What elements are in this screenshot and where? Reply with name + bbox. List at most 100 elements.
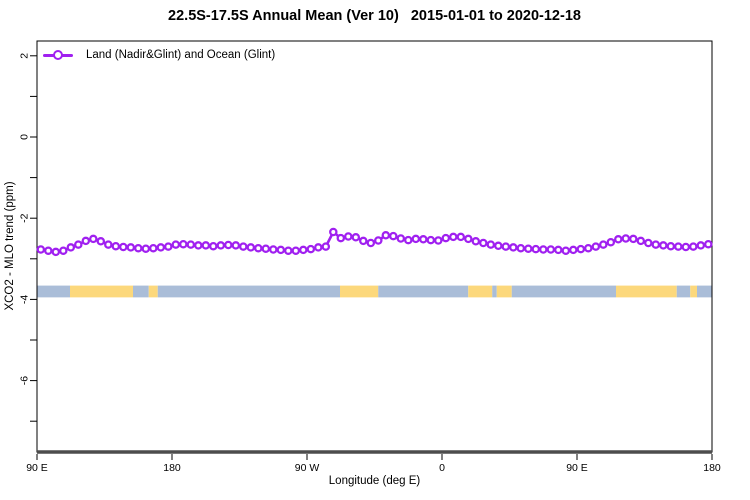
x-tick-label: 90 W (295, 462, 320, 474)
data-point (471, 237, 481, 246)
y-tick-label: -4 (19, 295, 31, 304)
data-point (614, 235, 623, 244)
x-axis-title: Longitude (deg E) (328, 475, 421, 487)
x-tick-label: 90 E (26, 462, 48, 474)
data-point (104, 240, 113, 249)
surface-band-segment-ocean (37, 285, 70, 298)
data-point (269, 245, 278, 254)
data-point (509, 243, 518, 252)
y-tick-label: -2 (19, 213, 31, 222)
data-point (239, 242, 248, 251)
data-point (224, 240, 233, 250)
data-point (389, 231, 398, 241)
data-point (119, 242, 128, 252)
data-point (44, 246, 53, 255)
surface-band-segment-ocean (697, 285, 712, 298)
data-point (351, 233, 361, 242)
data-point (419, 235, 428, 244)
data-point (216, 241, 226, 250)
data-point (209, 241, 218, 251)
x-tick-label: 180 (703, 462, 721, 474)
data-point (314, 243, 323, 252)
data-point (531, 244, 541, 254)
data-point (149, 243, 158, 253)
surface-band-segment-land (616, 285, 677, 298)
data-point (659, 241, 668, 250)
data-point (524, 244, 533, 253)
data-point (396, 234, 406, 243)
data-point (336, 233, 346, 243)
surface-band-segment-ocean (157, 285, 340, 298)
surface-band-segment-ocean (511, 285, 616, 298)
data-point (554, 245, 563, 255)
data-point (134, 243, 143, 253)
data-point (644, 238, 653, 248)
data-point (441, 233, 451, 243)
x-tick-label: 180 (163, 462, 181, 474)
data-point (366, 238, 376, 248)
surface-band-segment-ocean (676, 285, 691, 298)
data-point (246, 243, 256, 252)
data-point (179, 239, 188, 249)
y-tick-label: 0 (19, 134, 31, 140)
data-point (36, 245, 46, 254)
data-point (456, 232, 466, 242)
data-point (576, 244, 586, 254)
data-point (306, 244, 316, 254)
data-point (599, 240, 608, 249)
y-tick-label: 2 (19, 53, 31, 59)
data-point (74, 240, 83, 249)
legend: Land (Nadir&Glint) and Ocean (Glint) (43, 49, 275, 62)
data-point (569, 245, 578, 255)
data-point (501, 242, 511, 251)
surface-band-segment-land (70, 285, 133, 298)
data-point (494, 241, 503, 251)
data-point (561, 246, 571, 255)
chart-title: 22.5S-17.5S Annual Mean (Ver 10) 2015-01… (168, 8, 581, 24)
data-point (81, 236, 91, 246)
data-point (194, 241, 203, 250)
data-point (516, 243, 526, 253)
data-point (59, 246, 68, 255)
surface-band-segment-land (496, 285, 512, 298)
surface-band-segment-land (690, 285, 697, 298)
surface-band-segment-ocean (133, 285, 149, 298)
data-point (201, 241, 211, 250)
surface-band-segment-land (468, 285, 493, 298)
data-point (156, 243, 166, 252)
y-tick-label: -6 (19, 376, 31, 385)
data-point (164, 242, 173, 251)
data-point (666, 241, 676, 251)
data-point (359, 236, 368, 246)
x-tick-label: 90 E (566, 462, 588, 474)
data-point (141, 244, 151, 253)
surface-band-segment-land (148, 285, 158, 298)
data-point (186, 240, 196, 249)
data-point (381, 231, 391, 240)
data-point (621, 234, 631, 243)
data-point (479, 238, 488, 248)
open-circle-marker-icon (53, 50, 63, 60)
data-point (299, 245, 308, 255)
legend-swatch (43, 49, 73, 62)
data-point (696, 241, 706, 250)
data-point (411, 234, 421, 244)
data-point (254, 243, 263, 253)
data-point (539, 245, 548, 254)
y-axis-title: XCO2 - MLO trend (ppm) (4, 181, 16, 311)
data-point (606, 237, 616, 247)
data-point (51, 247, 61, 257)
data-point (96, 237, 106, 246)
data-point (329, 227, 338, 237)
surface-band-segment-land (340, 285, 379, 298)
legend-label: Land (Nadir&Glint) and Ocean (Glint) (86, 49, 276, 61)
data-point (66, 243, 76, 252)
data-point (344, 232, 353, 241)
data-point (449, 232, 458, 242)
data-point (704, 239, 713, 249)
data-point (89, 234, 98, 244)
data-point (426, 235, 436, 245)
data-point (404, 235, 413, 245)
data-point (681, 242, 691, 252)
